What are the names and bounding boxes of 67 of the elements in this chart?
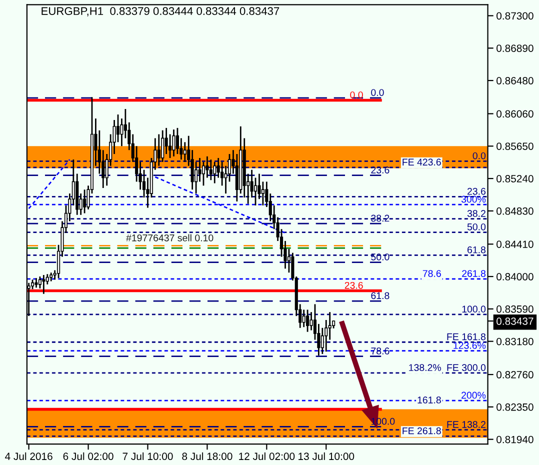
candlestick	[209, 158, 212, 181]
y-tick-label: 0.85650	[496, 142, 534, 150]
candlestick	[206, 156, 209, 178]
y-tick-label: 0.84830	[496, 207, 534, 215]
candlestick	[213, 161, 216, 184]
candlestick	[157, 134, 160, 167]
y-tick-label: 0.84000	[496, 273, 534, 280]
annotation: 38.2	[467, 210, 486, 217]
candlestick	[164, 127, 168, 155]
annotation: 100.0	[462, 306, 486, 313]
annotation: 300%	[461, 196, 486, 203]
y-tick-label: 0.86060	[496, 110, 534, 118]
y-tick-label: 0.84410	[496, 240, 534, 248]
x-tick-label: 13 Jul 10:00	[298, 452, 354, 460]
annotation: 200%	[462, 392, 486, 399]
y-tick-label: 0.82760	[496, 371, 534, 378]
candlestick	[254, 177, 258, 206]
y-tick-label: 0.81940	[496, 436, 534, 444]
x-tick-label: 7 Jul 10:00	[122, 452, 173, 460]
candlestick	[302, 309, 306, 328]
annotation: 0.0	[472, 152, 486, 160]
candlestick	[235, 153, 238, 202]
y-tick-label: 0.85240	[496, 175, 534, 182]
annotation: 161.8	[418, 396, 441, 404]
candlestick	[306, 309, 310, 333]
annotation: 61.8	[371, 292, 390, 300]
candlestick	[172, 128, 176, 158]
annotation: 123.6%	[454, 342, 486, 349]
annotation: FE 261.8	[402, 427, 441, 434]
annotation: 61.8	[468, 246, 486, 254]
candlestick	[310, 311, 313, 331]
y-tick-label: 0.83180	[496, 338, 534, 346]
y-tick-label: 0.82350	[496, 403, 534, 411]
candlestick	[83, 188, 86, 214]
candlestick	[194, 161, 198, 194]
annotation: 50.0	[467, 223, 486, 230]
annotation: 100.0	[371, 418, 395, 425]
x-tick-label: 12 Jul 02:00	[239, 452, 295, 460]
candlestick	[161, 130, 164, 163]
annotation: 78.6	[422, 270, 441, 277]
y-tick-label: 0.86480	[496, 77, 534, 84]
annotation: 23.6	[468, 188, 486, 195]
annotation: 23.6	[344, 282, 363, 289]
annotation: FE 138.2	[447, 421, 486, 428]
y-tick-label: 0.86890	[496, 44, 534, 52]
annotation: 0.0	[350, 91, 363, 98]
y-tick-label: 0.83590	[496, 305, 534, 313]
candlestick	[183, 141, 186, 163]
annotation: 138.2%	[409, 364, 441, 372]
annotation: FE 423.6	[402, 158, 441, 166]
x-tick-label: 6 Jul 02:00	[63, 452, 114, 460]
candlestick	[261, 180, 264, 206]
annotation: FE 300.0	[447, 364, 486, 372]
y-tick-label: 0.83437	[496, 318, 534, 325]
annotation: #19776437 sell 0.10	[126, 234, 214, 242]
x-tick-label: 4 Jul 2016	[5, 452, 52, 460]
annotation: 0.0	[371, 89, 384, 96]
x-tick-label: 8 Jul 18:00	[182, 452, 232, 460]
annotation: 78.6	[371, 348, 390, 354]
candlestick	[198, 157, 202, 182]
candlestick	[116, 114, 120, 143]
candlestick	[34, 277, 38, 288]
annotation: 38.2	[371, 214, 390, 222]
chart-title: EURGBP,H1 0.83379 0.83444 0.83344 0.83437	[42, 7, 280, 16]
annotation: FE 161.8	[447, 333, 486, 340]
y-tick-label: 0.87300	[496, 12, 534, 20]
annotation: 261.8	[462, 270, 486, 277]
